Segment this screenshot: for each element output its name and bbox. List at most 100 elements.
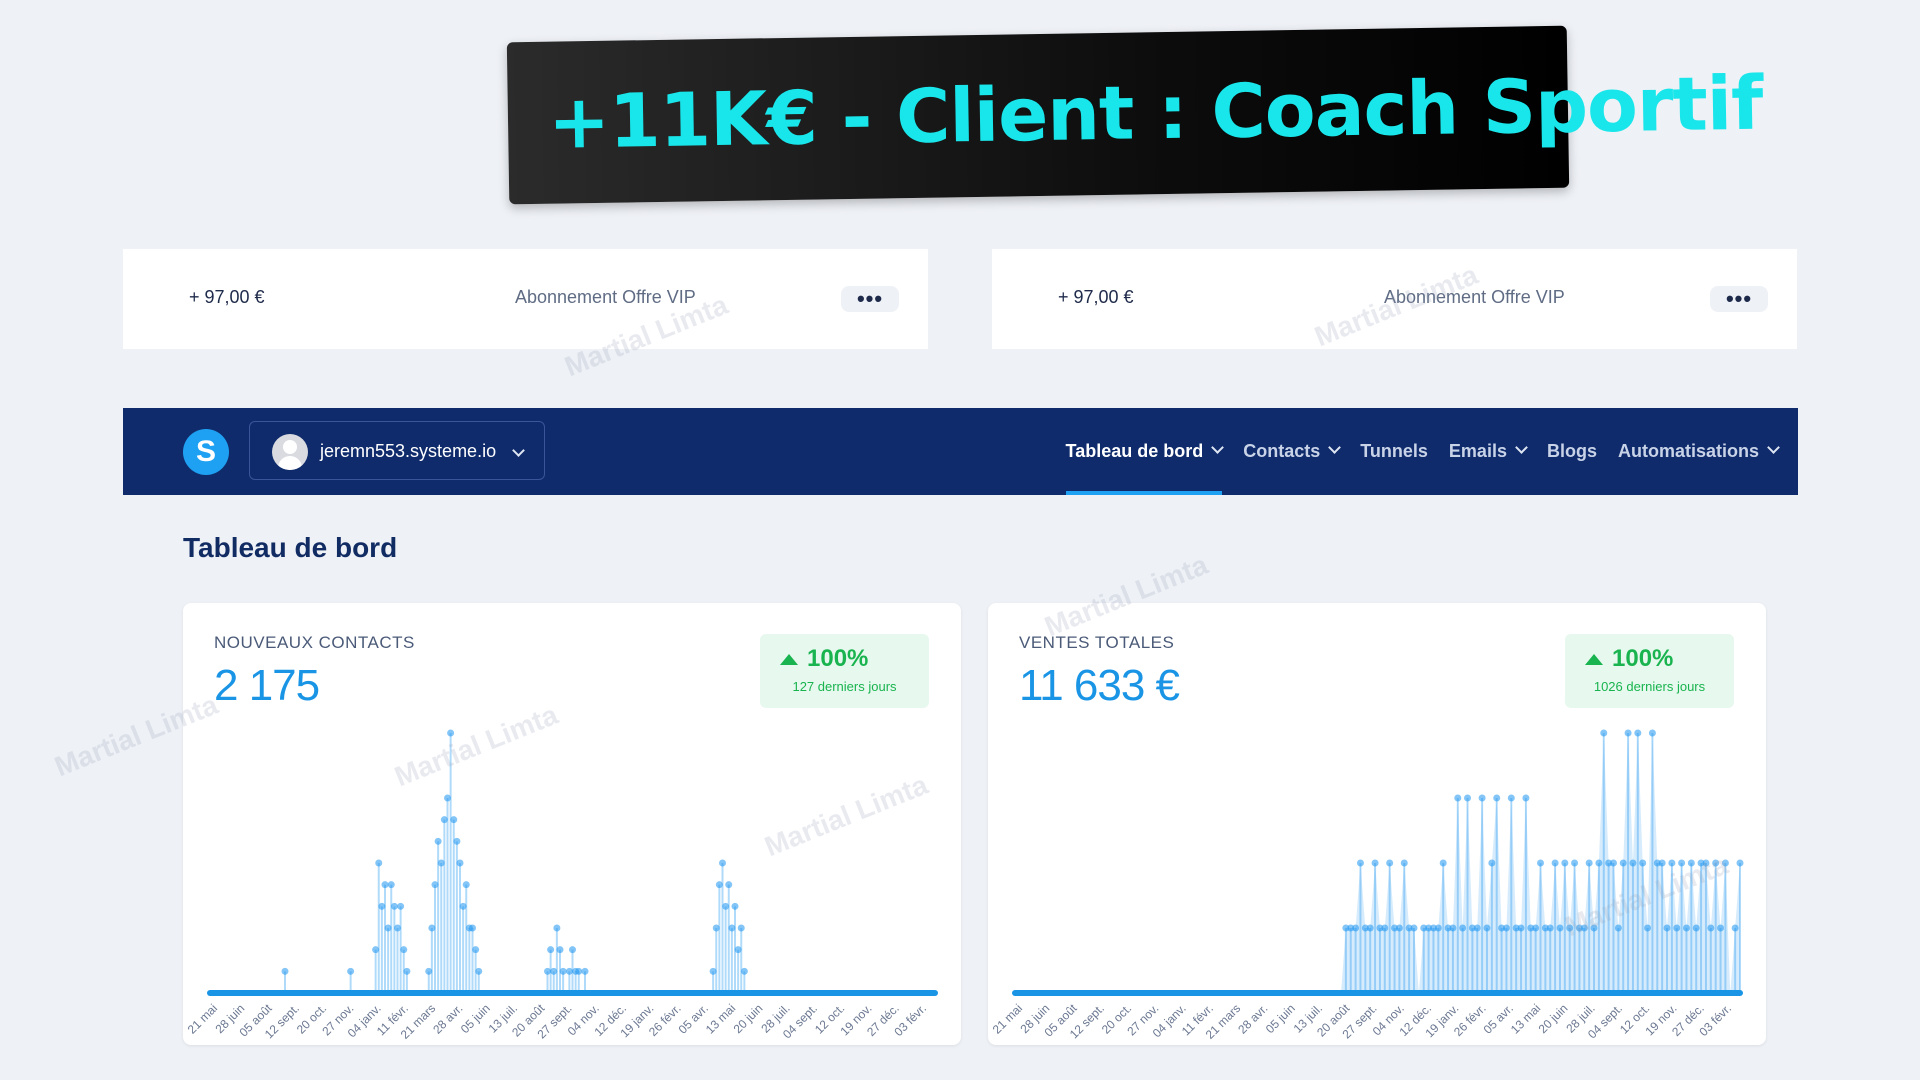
- data-point: [375, 859, 383, 867]
- chevron-down-icon: [1211, 441, 1225, 454]
- nav-tableau-de-bord[interactable]: Tableau de bord: [1065, 408, 1225, 495]
- stat-value: 2 175: [214, 661, 320, 710]
- stat-label: VENTES TOTALES: [1019, 633, 1175, 652]
- growth-badge: 100% 127 derniers jours: [760, 634, 929, 708]
- data-point: [1483, 924, 1491, 932]
- data-point: [472, 946, 480, 954]
- data-point: [1546, 924, 1554, 932]
- data-point: [1566, 924, 1574, 932]
- nav-emails[interactable]: Emails: [1448, 408, 1528, 495]
- chevron-down-icon: [1767, 441, 1780, 454]
- data-point: [1712, 859, 1720, 867]
- data-point: [1580, 924, 1588, 932]
- data-point: [1478, 794, 1486, 802]
- data-point: [1717, 924, 1725, 932]
- data-point: [1522, 794, 1530, 802]
- data-point: [1410, 924, 1418, 932]
- data-point: [1420, 924, 1428, 932]
- badge-period: 127 derniers jours: [792, 679, 897, 694]
- badge-percent: 100%: [807, 645, 869, 672]
- data-point: [1653, 859, 1661, 867]
- data-point: [731, 902, 739, 910]
- x-tick-label: 20 juin: [1536, 1001, 1571, 1036]
- data-point: [719, 859, 726, 867]
- data-point: [1571, 859, 1579, 867]
- chevron-down-icon: [1515, 441, 1528, 454]
- data-point: [281, 967, 289, 975]
- data-point: [1707, 924, 1715, 932]
- data-point: [544, 967, 551, 975]
- arrow-up-icon: [780, 653, 798, 665]
- data-point: [1736, 859, 1744, 867]
- data-point: [712, 924, 720, 932]
- banner-title: +11K€ - Client : Coach Sportif: [547, 60, 1763, 166]
- data-point: [1425, 924, 1433, 932]
- data-point: [387, 881, 395, 889]
- more-options-button[interactable]: •••: [1710, 286, 1768, 312]
- data-point: [1371, 859, 1379, 867]
- data-point: [1658, 859, 1666, 867]
- top-navbar: S jeremn553.systeme.io Tableau de bord C…: [123, 408, 1798, 495]
- data-point: [569, 946, 576, 954]
- data-point: [553, 924, 561, 932]
- payment-label: Abonnement Offre VIP: [1384, 287, 1565, 307]
- data-point: [1697, 859, 1705, 867]
- data-point: [400, 946, 408, 954]
- x-tick-label: 05 avr.: [676, 1001, 711, 1036]
- data-point: [428, 924, 436, 932]
- data-point: [709, 967, 717, 975]
- data-point: [1541, 924, 1549, 932]
- payment-card: + 97,00 € Abonnement Offre VIP •••: [992, 249, 1797, 349]
- data-point: [1595, 859, 1603, 867]
- data-point: [390, 902, 398, 910]
- data-point: [1731, 924, 1739, 932]
- chevron-down-icon: [1328, 441, 1342, 454]
- avatar-icon: [272, 434, 308, 470]
- data-point: [556, 946, 564, 954]
- data-point: [581, 967, 589, 975]
- data-point: [1464, 794, 1472, 802]
- data-point: [1342, 924, 1350, 932]
- data-point: [1619, 859, 1627, 867]
- data-point: [384, 924, 392, 932]
- data-point: [453, 837, 461, 845]
- nav-label: Emails: [1448, 441, 1507, 461]
- systeme-logo[interactable]: S: [183, 429, 229, 475]
- data-point: [347, 967, 355, 975]
- nav-contacts[interactable]: Contacts: [1243, 408, 1342, 495]
- data-point: [722, 902, 730, 910]
- nav-blogs[interactable]: Blogs: [1547, 408, 1597, 495]
- nav-automatisations[interactable]: Automatisations: [1618, 408, 1780, 495]
- data-point: [575, 967, 583, 975]
- payment-card: + 97,00 € Abonnement Offre VIP •••: [123, 249, 928, 349]
- data-point: [1449, 924, 1457, 932]
- nav-tunnels[interactable]: Tunnels: [1360, 408, 1428, 495]
- data-point: [1668, 859, 1676, 867]
- data-point: [1682, 924, 1690, 932]
- data-point: [547, 946, 555, 954]
- account-switcher[interactable]: jeremn553.systeme.io: [249, 421, 545, 480]
- data-point: [1356, 859, 1364, 867]
- data-point: [1624, 729, 1632, 737]
- data-point: [725, 881, 733, 889]
- data-point: [1678, 859, 1686, 867]
- main-nav: Tableau de bord Contacts Tunnels Emails …: [1045, 408, 1780, 495]
- stat-card-sales: VENTES TOTALES 11 633 € 100% 1026 dernie…: [988, 603, 1766, 1045]
- data-point: [1673, 924, 1681, 932]
- x-tick-label: 20 juin: [731, 1001, 766, 1036]
- badge-percent: 100%: [1612, 645, 1674, 672]
- data-point: [450, 816, 458, 824]
- data-point: [1517, 924, 1525, 932]
- data-point: [1493, 794, 1501, 802]
- data-point: [437, 859, 445, 867]
- data-point: [1400, 859, 1408, 867]
- data-point: [1590, 924, 1598, 932]
- data-point: [740, 967, 748, 975]
- data-point: [403, 967, 411, 975]
- data-point: [1381, 924, 1389, 932]
- more-options-button[interactable]: •••: [841, 286, 899, 312]
- data-point: [1502, 924, 1510, 932]
- nav-label: Tunnels: [1360, 441, 1428, 461]
